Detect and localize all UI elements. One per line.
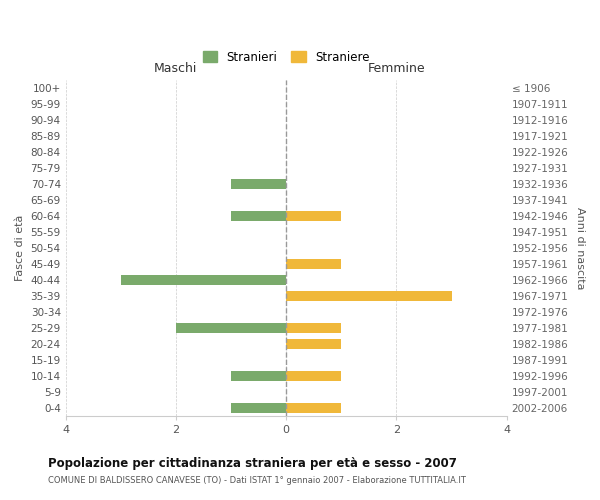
Text: Maschi: Maschi xyxy=(154,62,197,74)
Text: Femmine: Femmine xyxy=(368,62,425,74)
Y-axis label: Fasce di età: Fasce di età xyxy=(15,215,25,282)
Bar xyxy=(286,371,341,381)
Bar xyxy=(176,324,286,333)
Legend: Stranieri, Straniere: Stranieri, Straniere xyxy=(198,46,374,68)
Bar xyxy=(286,212,341,221)
Bar xyxy=(286,403,341,413)
Bar xyxy=(231,371,286,381)
Bar xyxy=(231,212,286,221)
Text: COMUNE DI BALDISSERO CANAVESE (TO) - Dati ISTAT 1° gennaio 2007 - Elaborazione T: COMUNE DI BALDISSERO CANAVESE (TO) - Dat… xyxy=(48,476,466,485)
Bar xyxy=(231,180,286,189)
Y-axis label: Anni di nascita: Anni di nascita xyxy=(575,207,585,290)
Bar xyxy=(121,276,286,285)
Bar xyxy=(286,339,341,349)
Bar xyxy=(286,260,341,269)
Bar xyxy=(286,292,452,301)
Bar xyxy=(286,324,341,333)
Bar xyxy=(231,403,286,413)
Text: Popolazione per cittadinanza straniera per età e sesso - 2007: Popolazione per cittadinanza straniera p… xyxy=(48,458,457,470)
